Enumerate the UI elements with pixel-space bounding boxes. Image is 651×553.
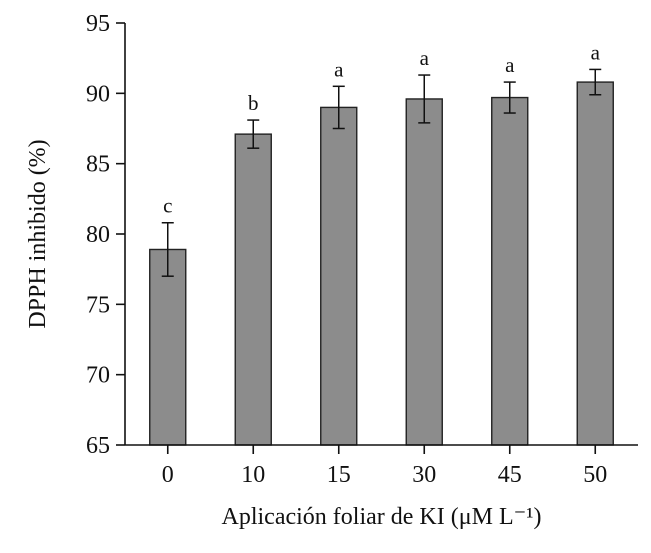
error-bar bbox=[589, 68, 602, 96]
error-bars-layer bbox=[161, 68, 602, 277]
x-tick-label: 30 bbox=[412, 462, 436, 488]
significance-letter: a bbox=[505, 53, 515, 77]
significance-letter: b bbox=[248, 91, 259, 115]
x-axis-title: Aplicación foliar de KI (μM L⁻¹) bbox=[222, 504, 542, 530]
y-tick-label: 85 bbox=[86, 152, 110, 178]
bar bbox=[491, 96, 529, 446]
significance-letter: a bbox=[334, 57, 344, 81]
bars-layer bbox=[149, 81, 614, 446]
x-tick-label: 15 bbox=[327, 462, 351, 488]
axes-layer bbox=[124, 23, 638, 446]
error-bar bbox=[503, 81, 516, 114]
y-axis-title: DPPH inhibido (%) bbox=[25, 139, 51, 328]
bar bbox=[234, 133, 272, 446]
x-tick-label: 10 bbox=[241, 462, 265, 488]
error-bar bbox=[247, 119, 260, 149]
x-tick-label: 0 bbox=[162, 462, 174, 488]
x-ticks-layer: 0 10 15 30 45 50 bbox=[162, 445, 607, 488]
error-bar bbox=[161, 221, 174, 277]
y-tick-label: 75 bbox=[86, 292, 110, 318]
y-tick-label: 95 bbox=[86, 11, 110, 37]
y-tick-label: 80 bbox=[86, 222, 110, 248]
error-bar bbox=[418, 74, 431, 124]
bar bbox=[320, 106, 358, 446]
significance-letter: a bbox=[591, 40, 601, 64]
y-ticks-layer: 65 70 75 80 85 90 95 bbox=[86, 11, 125, 459]
x-tick-label: 50 bbox=[583, 462, 607, 488]
y-tick-label: 65 bbox=[86, 433, 110, 459]
bar bbox=[576, 81, 614, 446]
bar bbox=[405, 98, 443, 446]
significance-letters-layer: c b a a a a bbox=[163, 40, 601, 217]
y-tick-label: 70 bbox=[86, 363, 110, 389]
bar bbox=[149, 248, 187, 446]
y-tick-label: 90 bbox=[86, 81, 110, 107]
x-tick-label: 45 bbox=[498, 462, 522, 488]
error-bar bbox=[332, 85, 345, 130]
significance-letter: a bbox=[420, 46, 430, 70]
significance-letter: c bbox=[163, 194, 172, 218]
